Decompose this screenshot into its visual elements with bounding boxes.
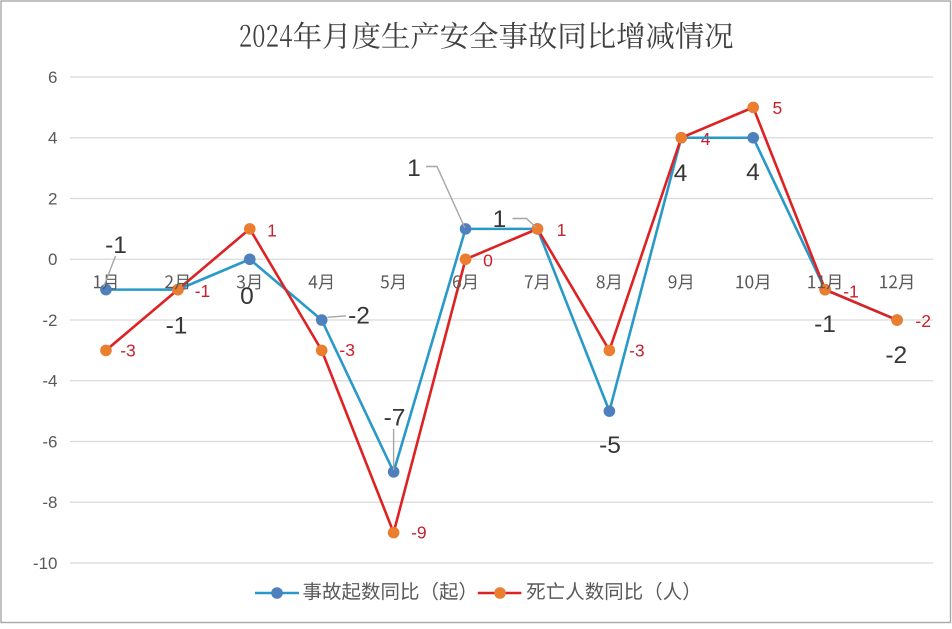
svg-text:0: 0 [240, 283, 254, 310]
svg-text:-1: -1 [166, 313, 188, 340]
svg-text:-1: -1 [195, 281, 211, 301]
svg-text:6: 6 [48, 68, 57, 87]
svg-text:-8: -8 [42, 493, 57, 512]
svg-text:1: 1 [557, 220, 567, 240]
svg-text:0: 0 [48, 250, 57, 269]
svg-text:-3: -3 [120, 340, 136, 360]
svg-text:-10: -10 [33, 554, 58, 573]
svg-text:-9: -9 [411, 523, 427, 543]
svg-text:-1: -1 [843, 282, 859, 302]
svg-text:0: 0 [483, 251, 493, 271]
svg-text:-4: -4 [42, 372, 57, 391]
svg-text:-1: -1 [814, 311, 836, 338]
svg-text:4: 4 [674, 160, 688, 187]
svg-text:4: 4 [746, 159, 760, 186]
svg-text:4: 4 [48, 129, 57, 148]
svg-text:-7: -7 [384, 405, 406, 432]
svg-text:-5: -5 [599, 432, 621, 459]
svg-text:1: 1 [493, 206, 507, 233]
svg-text:5: 5 [773, 98, 783, 118]
svg-text:1: 1 [267, 221, 277, 241]
svg-text:1: 1 [407, 155, 421, 182]
svg-text:-1: -1 [105, 232, 127, 259]
svg-text:-2: -2 [348, 303, 370, 330]
svg-text:2: 2 [48, 189, 57, 208]
svg-text:-3: -3 [629, 340, 645, 360]
svg-text:-2: -2 [885, 342, 907, 369]
svg-text:-3: -3 [339, 340, 355, 360]
svg-text:-2: -2 [42, 311, 57, 330]
svg-text:-2: -2 [915, 311, 931, 331]
svg-text:-6: -6 [42, 432, 57, 451]
